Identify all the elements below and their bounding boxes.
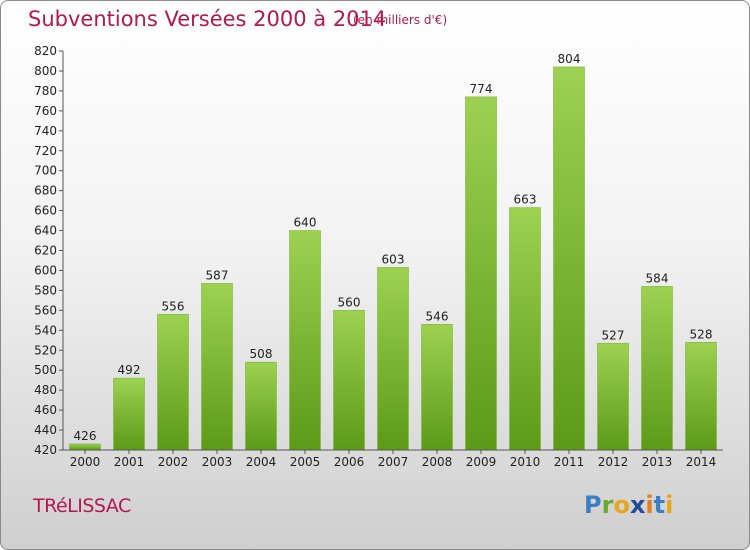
x-tick-label-2007: 2007 — [378, 455, 409, 469]
bar-2014 — [685, 341, 717, 451]
y-axis: 420 440 460 480 500 520 540 560 580 600 620 640 660 6… — [34, 44, 64, 457]
x-tick-label-2003: 2003 — [202, 455, 233, 469]
value-label-2001: 492 — [118, 363, 141, 377]
x-tick-label-2009: 2009 — [466, 455, 497, 469]
value-label-2010: 663 — [514, 193, 537, 207]
value-label-2009: 774 — [470, 82, 493, 96]
value-label-2007: 603 — [382, 252, 405, 266]
chart-subtitle: (en milliers d'€) — [353, 13, 448, 27]
x-tick-label-2014: 2014 — [686, 455, 717, 469]
y-tick-label: 540 — [34, 323, 57, 337]
bar-2002 — [157, 314, 189, 451]
x-axis: 2000 2001 2002 2003 2004 2005 2006 2007 2008 2009… — [63, 449, 723, 469]
x-tick-label-2000: 2000 — [70, 455, 101, 469]
bar-2000 — [69, 443, 101, 451]
bar-2012 — [597, 342, 629, 451]
x-tick-label-2002: 2002 — [158, 455, 189, 469]
value-label-2014: 528 — [690, 327, 713, 341]
bar-2001 — [113, 377, 145, 451]
y-tick-label: 820 — [34, 44, 57, 58]
y-tick-label: 620 — [34, 244, 57, 258]
y-tick-label: 460 — [34, 403, 57, 417]
bar-2013 — [641, 286, 673, 451]
y-tick-label: 560 — [34, 303, 57, 317]
y-tick-label: 600 — [34, 263, 57, 277]
y-tick-label: 520 — [34, 343, 57, 357]
y-tick-label: 800 — [34, 64, 57, 78]
value-label-2006: 560 — [338, 295, 361, 309]
y-tick-label: 480 — [34, 383, 57, 397]
x-tick-label-2005: 2005 — [290, 455, 321, 469]
bar-2003 — [201, 283, 233, 451]
value-label-2005: 640 — [294, 216, 317, 230]
commune-name: TRéLISSAC — [33, 495, 131, 517]
bar-2010 — [509, 207, 541, 451]
bar-2006 — [333, 310, 365, 451]
bar-2007 — [377, 267, 409, 451]
value-label-2013: 584 — [646, 271, 669, 285]
y-tick-label: 740 — [34, 124, 57, 138]
x-tick-label-2004: 2004 — [246, 455, 277, 469]
bar-2005 — [289, 230, 321, 451]
value-label-2012: 527 — [602, 328, 625, 342]
y-tick-label: 640 — [34, 224, 57, 238]
value-label-2008: 546 — [426, 309, 449, 323]
value-label-2004: 508 — [250, 347, 273, 361]
y-tick-label: 660 — [34, 204, 57, 218]
y-tick-label: 440 — [34, 423, 57, 437]
chart-title: Subventions Versées 2000 à 2014 — [28, 7, 387, 31]
x-tick-label-2012: 2012 — [598, 455, 629, 469]
value-label-2000: 426 — [74, 429, 97, 443]
y-tick-label: 500 — [34, 363, 57, 377]
x-tick-label-2013: 2013 — [642, 455, 673, 469]
x-tick-label-2008: 2008 — [422, 455, 453, 469]
value-label-2002: 556 — [162, 299, 185, 313]
x-tick-label-2006: 2006 — [334, 455, 365, 469]
y-tick-label: 720 — [34, 144, 57, 158]
y-tick-label: 580 — [34, 283, 57, 297]
bar-2008 — [421, 324, 453, 451]
bar-2011 — [553, 66, 585, 451]
x-tick-label-2010: 2010 — [510, 455, 541, 469]
y-tick-label: 680 — [34, 184, 57, 198]
x-tick-label-2011: 2011 — [554, 455, 585, 469]
x-tick-label-2001: 2001 — [114, 455, 145, 469]
proxiti-logo[interactable]: Proxiti — [584, 491, 674, 519]
bar-2009 — [465, 96, 497, 451]
y-tick-label: 420 — [34, 443, 57, 457]
bar-2004 — [245, 361, 277, 451]
bars: 426 492 556 587 508 640 560 603 546 774 663 804 527 5… — [69, 52, 717, 451]
y-tick-label: 780 — [34, 84, 57, 98]
y-tick-label: 700 — [34, 164, 57, 178]
value-label-2003: 587 — [206, 268, 229, 282]
y-tick-label: 760 — [34, 104, 57, 118]
value-label-2011: 804 — [558, 52, 581, 66]
